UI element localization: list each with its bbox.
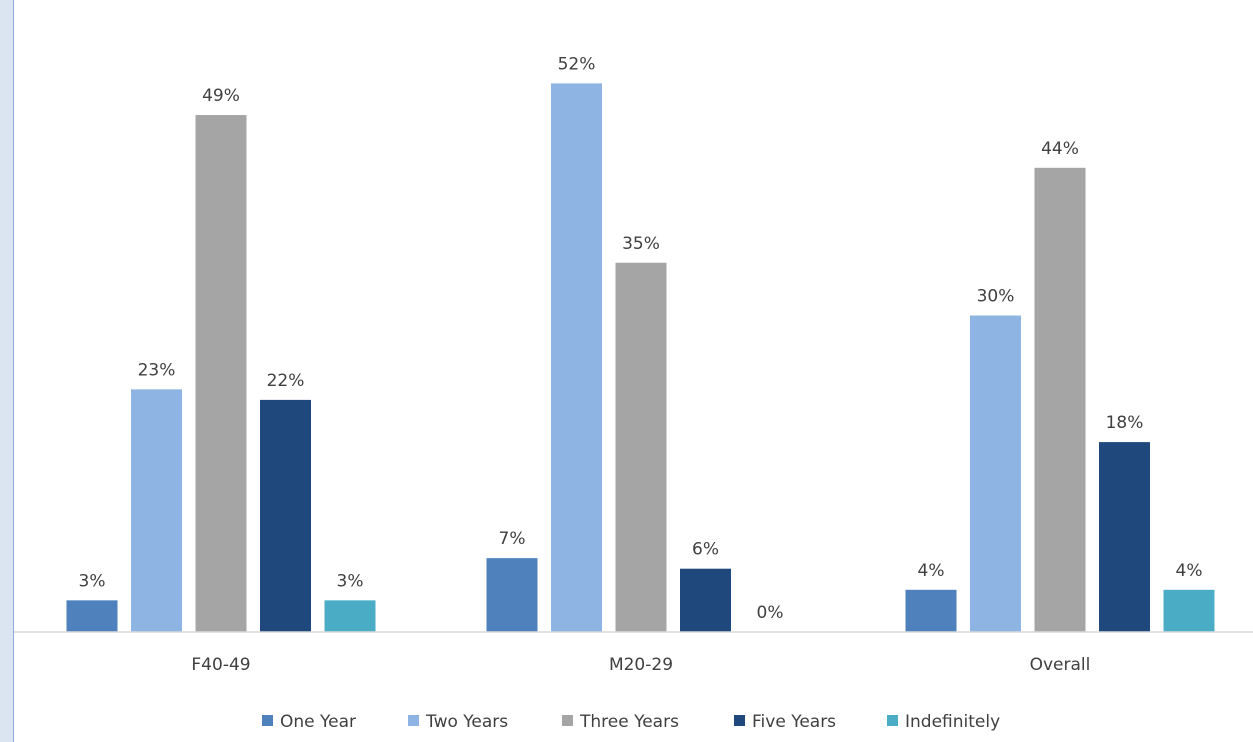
legend-item-five-years: Five Years xyxy=(734,712,836,732)
legend-swatch xyxy=(734,715,745,726)
bar-indefinitely-overall xyxy=(1163,589,1215,632)
legend-item-two-years: Two Years xyxy=(408,712,508,732)
bars-layer xyxy=(66,83,1215,633)
value-label: 44% xyxy=(1041,139,1079,159)
legend-label: Two Years xyxy=(425,712,508,732)
value-label: 4% xyxy=(1176,561,1203,581)
bar-one-year-f40-49 xyxy=(66,600,118,632)
legend-item-one-year: One Year xyxy=(262,712,356,732)
value-labels-layer: 3% 23% 49% 22% 3% 7% 52% 35% 6% 0% 4% 30% 44% 18% 4% xyxy=(79,54,1203,623)
bar-two-years-overall xyxy=(970,315,1021,632)
bar-chart: 3% 23% 49% 22% 3% 7% 52% 35% 6% 0% 4% 30% 44% 18% 4% F… xyxy=(14,54,1253,732)
value-label: 0% xyxy=(757,603,784,623)
value-label: 4% xyxy=(918,561,945,581)
legend-swatch xyxy=(408,715,419,726)
value-label: 6% xyxy=(692,540,719,560)
bar-five-years-m20-29 xyxy=(680,568,731,632)
bar-two-years-m20-29 xyxy=(551,83,602,632)
value-label: 7% xyxy=(499,529,526,549)
value-label: 18% xyxy=(1106,413,1144,433)
bar-five-years-overall xyxy=(1099,442,1150,632)
value-label: 35% xyxy=(622,234,660,254)
value-label: 22% xyxy=(267,371,305,391)
category-labels-layer: F40-49 M20-29 Overall xyxy=(191,655,1090,675)
value-label: 52% xyxy=(558,54,596,74)
bar-one-year-overall xyxy=(905,589,957,632)
bar-three-years-overall xyxy=(1034,167,1086,633)
legend-label: Five Years xyxy=(752,712,836,732)
category-label: Overall xyxy=(1030,655,1091,675)
value-label: 3% xyxy=(337,571,364,591)
chart-frame: 3% 23% 49% 22% 3% 7% 52% 35% 6% 0% 4% 30% 44% 18% 4% F… xyxy=(13,0,1253,742)
bar-three-years-f40-49 xyxy=(195,115,247,633)
legend-swatch xyxy=(562,715,573,726)
legend-item-indefinitely: Indefinitely xyxy=(887,712,1000,732)
value-label: 30% xyxy=(977,287,1015,307)
legend-label: One Year xyxy=(280,712,356,732)
bar-five-years-f40-49 xyxy=(260,399,311,632)
legend-swatch xyxy=(887,715,898,726)
value-label: 3% xyxy=(79,571,106,591)
legend-label: Indefinitely xyxy=(905,712,1000,732)
value-label: 49% xyxy=(202,86,240,106)
legend: One Year Two Years Three Years Five Years In… xyxy=(262,712,1000,732)
bar-one-year-m20-29 xyxy=(486,558,538,632)
category-label: F40-49 xyxy=(191,655,250,675)
value-label: 23% xyxy=(138,360,176,380)
legend-label: Three Years xyxy=(579,712,679,732)
bar-two-years-f40-49 xyxy=(131,389,182,632)
bar-three-years-m20-29 xyxy=(615,262,667,632)
legend-item-three-years: Three Years xyxy=(562,712,679,732)
bar-indefinitely-f40-49 xyxy=(324,600,376,632)
category-label: M20-29 xyxy=(609,655,673,675)
legend-swatch xyxy=(262,715,273,726)
